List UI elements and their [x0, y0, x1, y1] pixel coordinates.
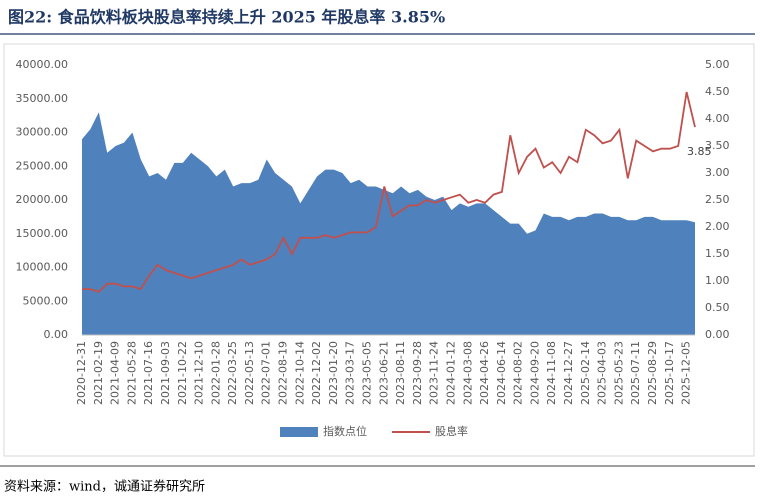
x-tick-label: 2021-07-16 [142, 341, 155, 405]
x-tick-label: 2024-03-08 [461, 341, 474, 405]
line [82, 91, 696, 293]
y2-tick-label: 2.50 [705, 193, 730, 206]
y-tick-label: 5000.00 [23, 294, 69, 307]
x-tick-label: 2024-12-27 [562, 341, 575, 405]
y2-tick-label: 1.50 [705, 247, 730, 260]
y2-tick-label: 2.00 [705, 220, 730, 233]
x-tick-label: 2025-08-29 [646, 341, 659, 405]
x-tick-label: 2023-09-28 [411, 341, 424, 405]
x-tick-label: 2024-01-12 [444, 341, 457, 405]
legend-swatch [280, 427, 318, 437]
x-tick-label: 2024-04-26 [478, 341, 491, 405]
x-tick-label: 2025-12-05 [680, 341, 693, 405]
y2-tick-label: 5.00 [705, 58, 730, 71]
x-tick-label: 2022-05-13 [243, 341, 256, 405]
legend-label: 股息率 [435, 424, 468, 438]
x-tick-label: 2025-10-17 [663, 341, 676, 405]
x-tick-label: 2025-02-14 [579, 341, 592, 405]
x-tick-label: 2022-08-19 [277, 341, 290, 405]
y2-tick-label: 0.00 [705, 328, 730, 341]
y2-tick-label: 4.50 [705, 85, 730, 98]
y-tick-label: 0.00 [44, 328, 69, 341]
x-tick-label: 2023-01-20 [327, 341, 340, 405]
y2-tick-label: 3.50 [705, 139, 730, 152]
x-tick-label: 2024-09-20 [528, 341, 541, 405]
y-tick-label: 25000.00 [16, 159, 69, 172]
source: 资料来源：wind，诚通证券研究所 [4, 479, 205, 495]
x-tick-label: 2024-08-02 [512, 341, 525, 405]
x-tick-label: 2022-01-28 [209, 341, 222, 405]
x-tick-label: 2023-08-11 [394, 341, 407, 405]
x-tick-label: 2025-05-23 [612, 341, 625, 405]
x-tick-label: 2024-11-08 [545, 341, 558, 405]
x-tick-label: 2024-06-14 [495, 341, 508, 405]
y2-tick-label: 3.00 [705, 166, 730, 179]
annotation: 3.85 [687, 145, 712, 158]
y-tick-label: 20000.00 [16, 193, 69, 206]
y-tick-label: 15000.00 [16, 227, 69, 240]
x-tick-label: 2023-05-05 [361, 341, 374, 405]
area [82, 112, 695, 335]
x-tick-label: 2021-12-10 [193, 341, 206, 405]
x-tick-label: 2022-07-01 [260, 341, 273, 405]
x-tick-label: 2025-07-11 [629, 341, 642, 405]
y-tick-label: 30000.00 [16, 126, 69, 139]
x-tick-label: 2022-10-14 [293, 341, 306, 405]
x-tick-label: 2020-12-31 [75, 341, 88, 405]
y-tick-label: 10000.00 [16, 261, 69, 274]
x-tick-label: 2021-09-03 [159, 341, 172, 405]
y2-tick-label: 4.00 [705, 112, 730, 125]
x-tick-label: 2022-12-02 [310, 341, 323, 405]
chart-frame [3, 43, 755, 457]
x-tick-label: 2021-02-19 [92, 341, 105, 405]
y-tick-label: 35000.00 [16, 92, 69, 105]
x-tick-label: 2025-04-03 [596, 341, 609, 405]
x-tick-label: 2023-11-24 [428, 341, 441, 405]
x-tick-label: 2021-10-22 [176, 341, 189, 405]
x-tick-label: 2022-03-25 [226, 341, 239, 405]
chart-title: 图22: 食品饮料板块股息率持续上升 2025 年股息率 3.85% [8, 8, 445, 27]
x-tick-label: 2021-05-28 [125, 341, 138, 405]
legend-label: 指数点位 [323, 424, 367, 438]
y2-tick-label: 1.00 [705, 274, 730, 287]
y2-tick-label: 0.50 [705, 301, 730, 314]
x-tick-label: 2023-03-17 [344, 341, 357, 405]
x-tick-label: 2021-04-09 [109, 341, 122, 405]
x-tick-label: 2023-06-21 [377, 341, 390, 405]
y-tick-label: 40000.00 [16, 58, 69, 71]
